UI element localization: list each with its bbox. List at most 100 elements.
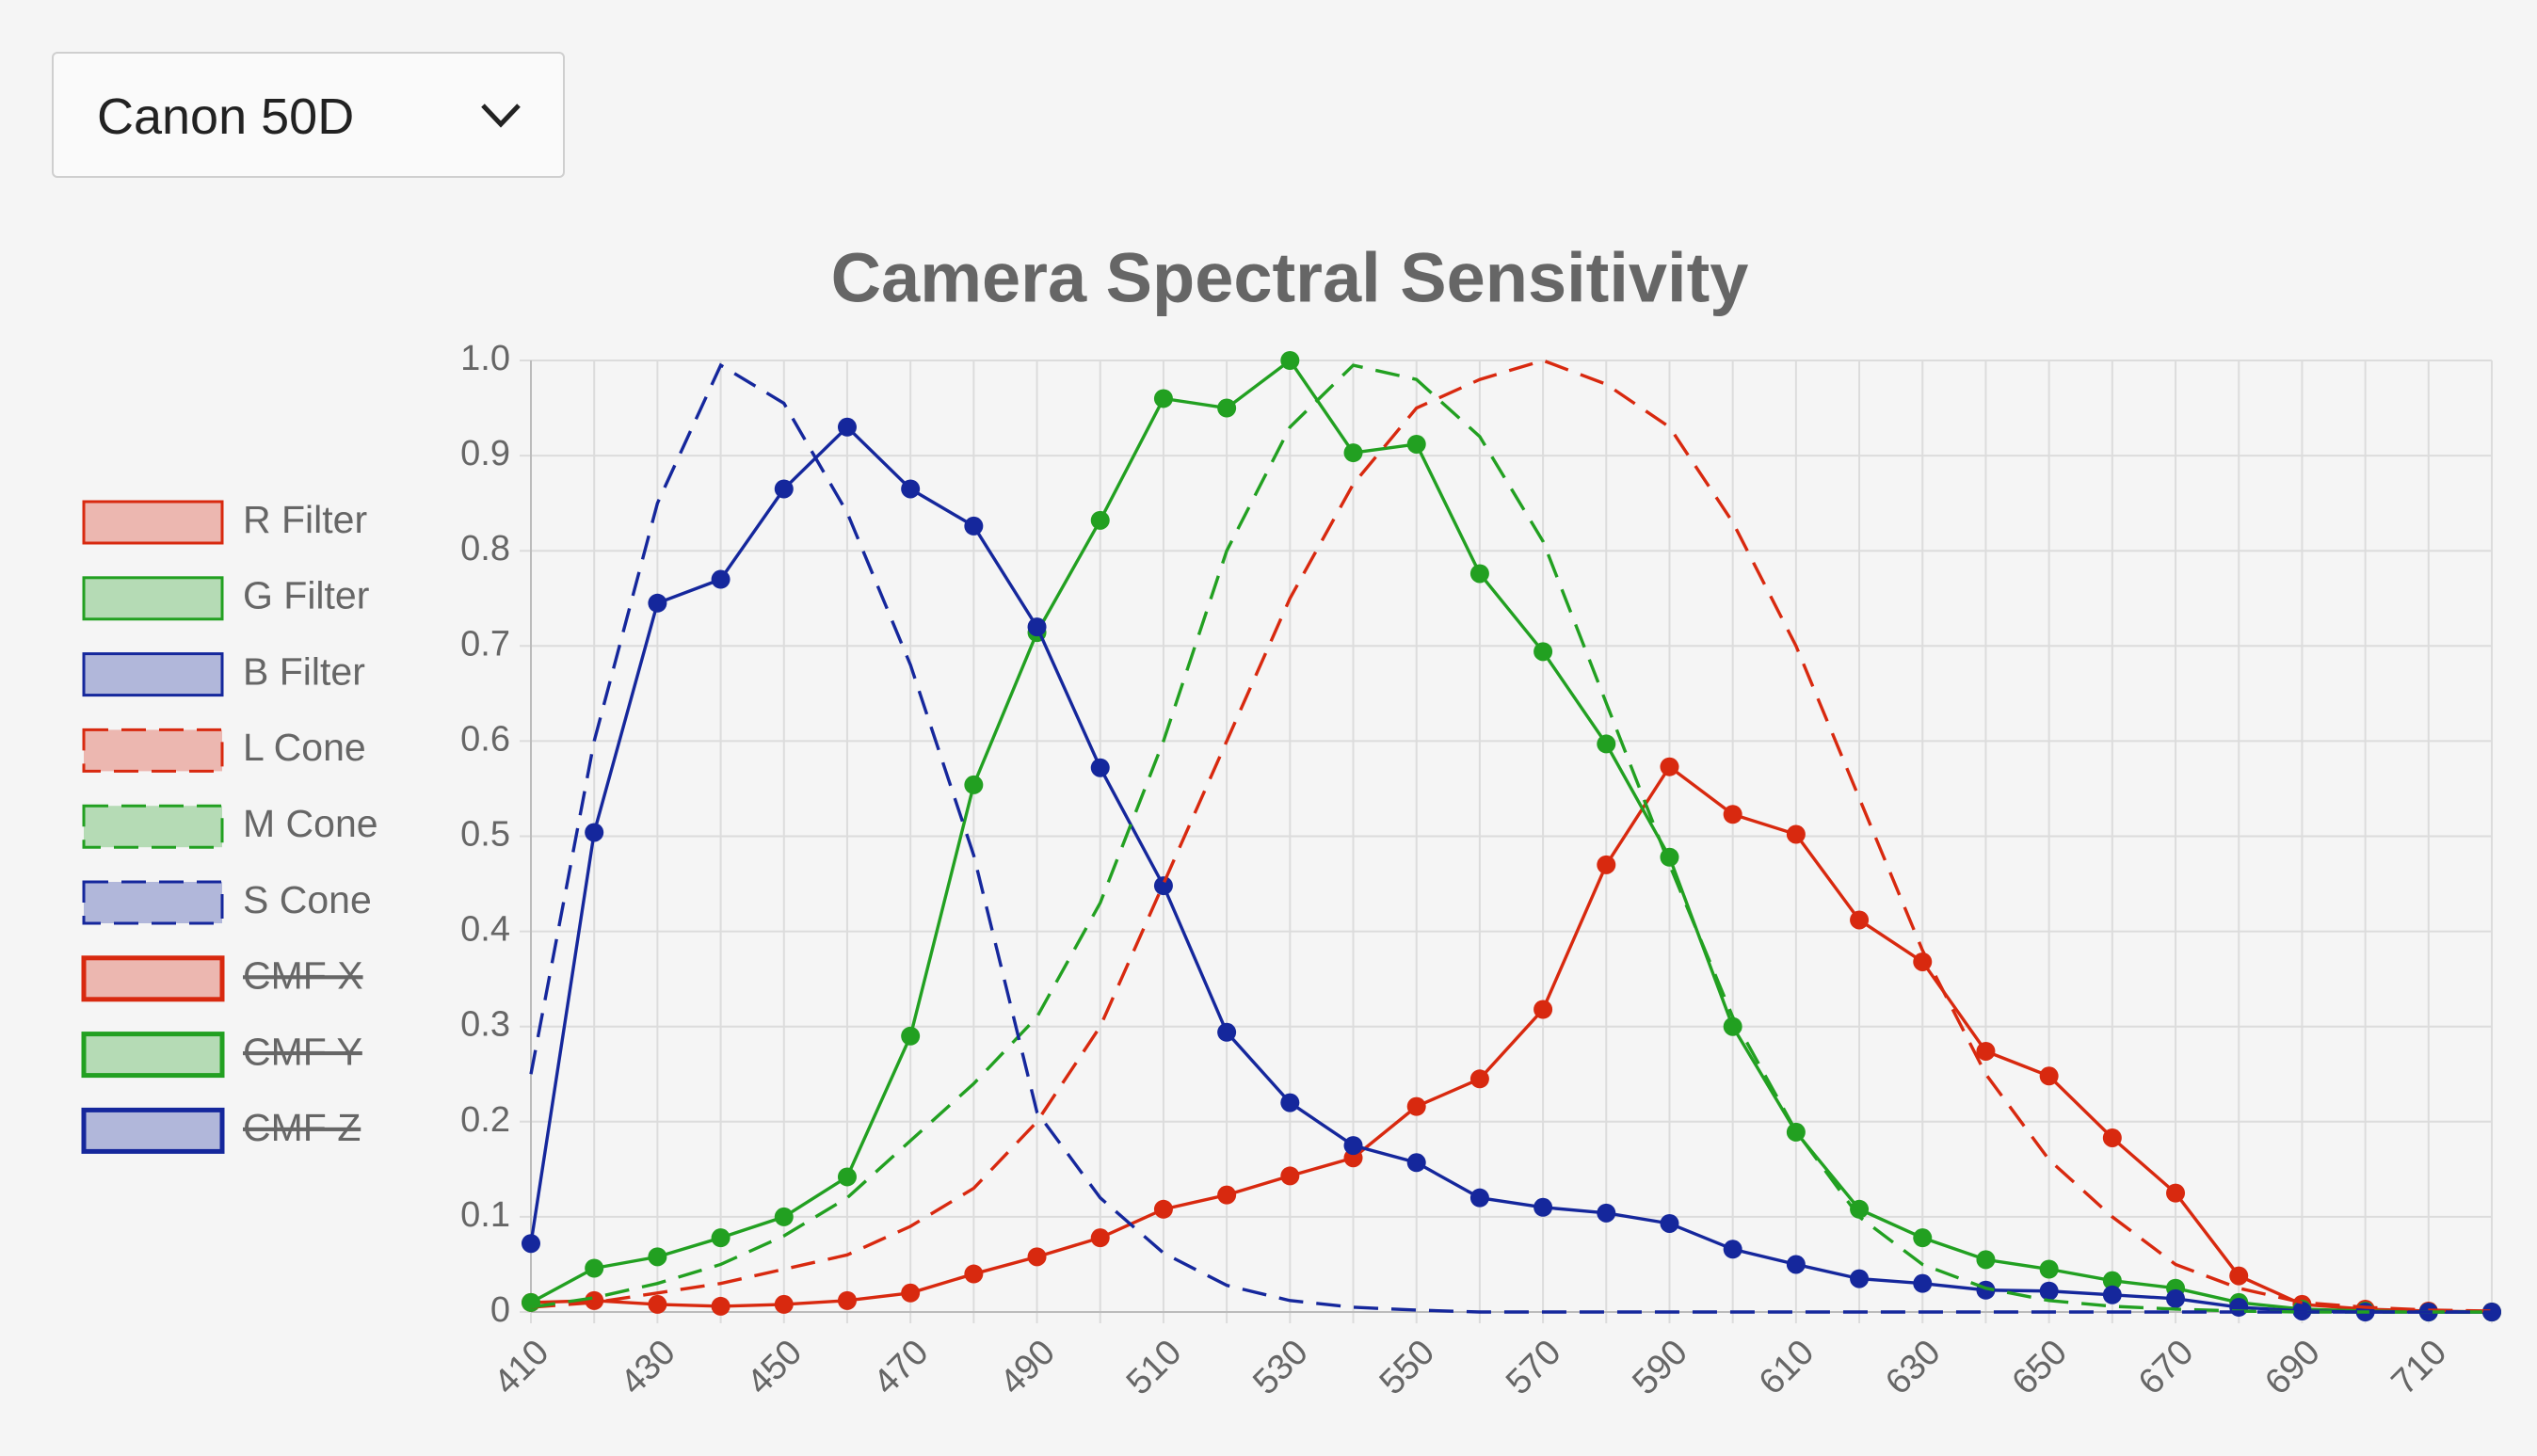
data-point <box>1090 758 1110 777</box>
data-point <box>2102 1285 2122 1304</box>
data-point <box>901 1283 921 1303</box>
data-point <box>901 479 921 499</box>
data-point <box>1850 1269 1870 1288</box>
data-point <box>964 775 984 794</box>
data-point <box>964 516 984 536</box>
y-tick-label: 0.9 <box>460 434 510 473</box>
legend-swatch <box>81 955 225 1002</box>
data-point <box>1280 351 1300 370</box>
y-tick-label: 0.7 <box>460 624 510 664</box>
data-point <box>522 1292 540 1312</box>
data-point <box>1217 398 1237 418</box>
data-point <box>1027 1247 1047 1267</box>
data-point <box>1153 876 1173 896</box>
data-point <box>964 1264 984 1284</box>
data-point <box>1090 510 1110 530</box>
series-line <box>530 358 2492 1314</box>
data-point <box>1406 1096 1426 1116</box>
data-point <box>1723 1240 1742 1259</box>
x-tick-label: 410 <box>487 1333 557 1403</box>
data-point <box>2229 1266 2249 1286</box>
data-point <box>1786 1122 1806 1142</box>
data-point <box>774 1294 794 1314</box>
data-point <box>1027 617 1047 637</box>
chevron-icon <box>481 104 521 128</box>
x-tick-label: 590 <box>1625 1333 1695 1403</box>
data-point <box>2166 1183 2186 1203</box>
data-point <box>648 593 667 613</box>
data-point <box>1786 824 1806 844</box>
data-point <box>1533 642 1553 662</box>
x-tick-label: 710 <box>2384 1333 2455 1403</box>
legend-label: L Cone <box>243 726 366 769</box>
data-point <box>1850 1199 1870 1219</box>
data-point <box>1469 564 1489 584</box>
y-tick-label: 0.8 <box>460 529 510 568</box>
data-point <box>2102 1271 2122 1290</box>
legend-swatch <box>82 804 224 849</box>
data-point <box>1976 1250 1996 1270</box>
data-point <box>1786 1255 1806 1274</box>
legend-swatch <box>82 728 224 773</box>
x-tick-label: 430 <box>613 1333 683 1403</box>
data-point <box>1597 1203 1616 1223</box>
legend-label: CMF Y <box>243 1030 362 1073</box>
dropdown-value: Canon 50D <box>97 88 355 145</box>
data-point <box>901 1026 921 1046</box>
data-point <box>585 823 604 842</box>
data-point <box>1469 1069 1489 1089</box>
series-line <box>530 764 2493 1314</box>
x-tick-label: 510 <box>1119 1333 1190 1403</box>
data-point <box>1533 1197 1553 1217</box>
data-point <box>1660 757 1679 776</box>
camera-dropdown[interactable]: Canon 50D <box>52 52 565 178</box>
data-point <box>2039 1281 2059 1301</box>
y-tick-label: 0.6 <box>460 719 510 759</box>
data-point <box>1090 1228 1110 1248</box>
legend-label: M Cone <box>243 802 378 845</box>
legend-swatch <box>81 1107 225 1154</box>
x-tick-label: 630 <box>1878 1333 1949 1403</box>
data-point <box>1976 1041 1996 1061</box>
legend-swatch <box>82 500 224 545</box>
x-tick-label: 570 <box>1499 1333 1569 1403</box>
data-point <box>774 479 794 499</box>
data-point <box>2229 1297 2249 1317</box>
legend-swatch <box>82 880 224 925</box>
data-point <box>522 1234 540 1254</box>
series-line <box>529 362 2492 1314</box>
legend-label: CMF X <box>243 954 363 998</box>
data-point <box>1597 855 1616 874</box>
data-point <box>1153 389 1173 408</box>
data-point <box>711 1296 731 1316</box>
y-tick-label: 0.2 <box>460 1100 510 1140</box>
y-tick-label: 0.4 <box>460 910 510 950</box>
data-point <box>1406 1153 1426 1173</box>
data-point <box>1850 910 1870 930</box>
data-point <box>774 1207 794 1226</box>
y-tick-label: 0 <box>490 1290 510 1330</box>
legend-label: B Filter <box>243 649 365 693</box>
data-point <box>837 1167 857 1187</box>
legend-swatch <box>81 1032 225 1079</box>
chart-title: Camera Spectral Sensitivity <box>831 239 1749 317</box>
x-tick-label: 530 <box>1245 1333 1316 1403</box>
y-tick-label: 0.1 <box>460 1195 510 1235</box>
y-tick-label: 1.0 <box>460 339 510 378</box>
legend-swatch <box>82 652 224 697</box>
legend-label: CMF Z <box>243 1106 361 1149</box>
x-tick-label: 450 <box>740 1333 811 1403</box>
data-point <box>1913 1228 1933 1248</box>
data-point <box>585 1290 604 1310</box>
data-point <box>1343 443 1363 463</box>
data-point <box>1597 734 1616 754</box>
data-point <box>648 1247 667 1267</box>
data-point <box>1406 434 1426 454</box>
data-point <box>2039 1259 2059 1279</box>
series-line <box>530 359 2493 1313</box>
x-tick-label: 610 <box>1752 1333 1822 1403</box>
data-point <box>1217 1022 1237 1042</box>
data-point <box>2166 1288 2186 1308</box>
